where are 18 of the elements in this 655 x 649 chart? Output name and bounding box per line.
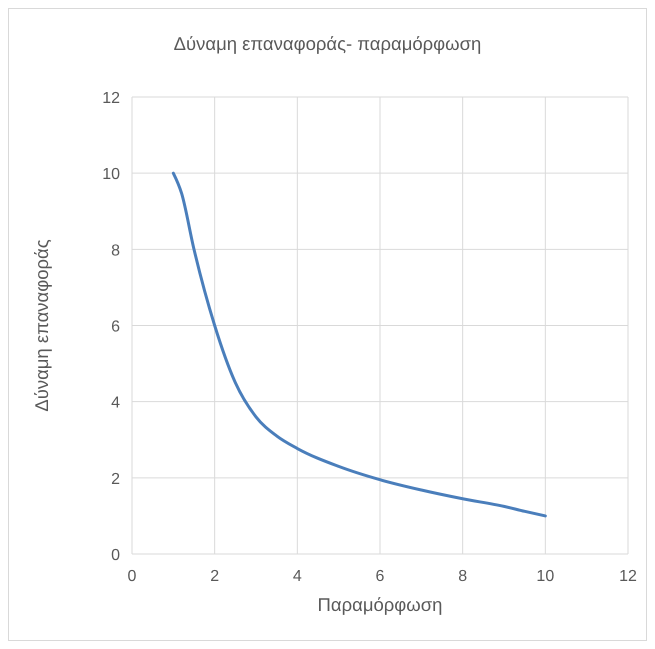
x-axis-title: Παραμόρφωση bbox=[318, 594, 442, 615]
y-tick-label: 10 bbox=[102, 166, 120, 184]
y-tick-label: 0 bbox=[111, 547, 120, 564]
x-tick-label: 0 bbox=[128, 568, 137, 585]
x-tick-label: 8 bbox=[458, 568, 468, 585]
line-series bbox=[172, 172, 547, 518]
x-tick-label: 10 bbox=[536, 568, 554, 585]
x-tick-label: 2 bbox=[210, 568, 220, 585]
y-tick-label: 12 bbox=[102, 90, 120, 107]
x-tick-label: 6 bbox=[376, 568, 385, 585]
x-tick-label: 12 bbox=[619, 568, 637, 585]
y-tick-label: 2 bbox=[111, 470, 120, 488]
y-tick-label: 4 bbox=[111, 394, 120, 412]
x-tick-label: 4 bbox=[292, 568, 302, 585]
chart-title: Δύναμη επαναφοράς- παραμόρφωση bbox=[174, 33, 482, 54]
y-tick-label: 8 bbox=[111, 242, 120, 260]
y-tick-label: 6 bbox=[111, 318, 120, 336]
y-axis-title: Δύναμη επαναφοράς bbox=[31, 239, 52, 412]
